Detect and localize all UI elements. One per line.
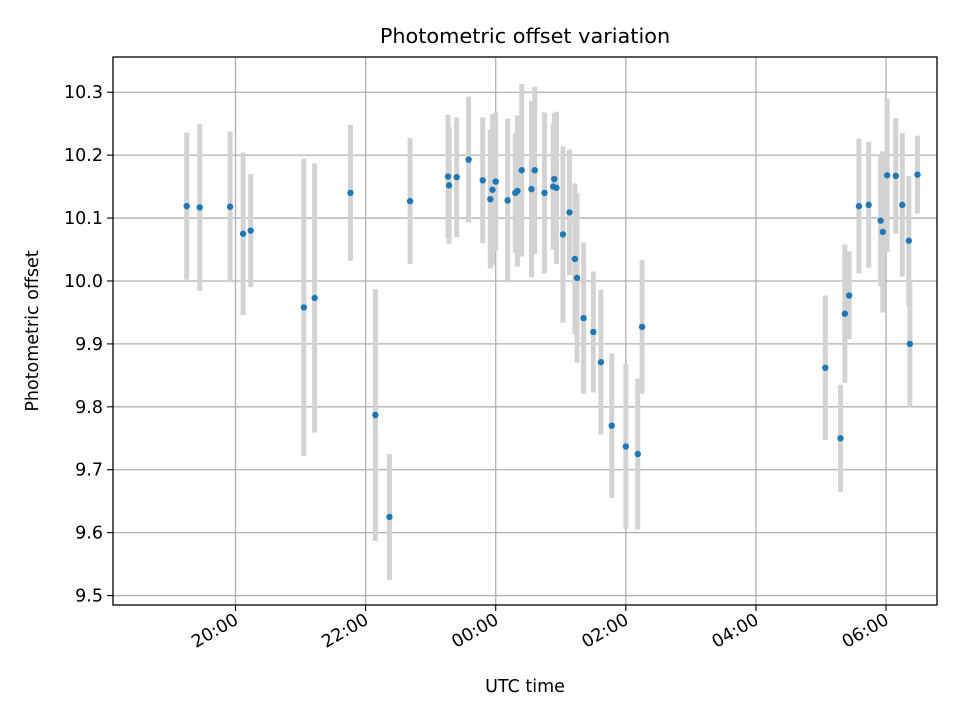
data-point (504, 197, 511, 204)
data-point (608, 422, 615, 429)
data-point (837, 435, 844, 442)
data-point (183, 202, 190, 210)
data-point (479, 177, 486, 184)
data-point (551, 175, 558, 183)
data-point (518, 167, 525, 174)
data-point (489, 186, 496, 193)
data-point (239, 230, 247, 237)
data-point (638, 323, 646, 331)
y-axis-label: Photometric offset (23, 250, 43, 411)
data-point (247, 227, 254, 234)
y-tick-label: 10.1 (64, 209, 103, 229)
data-point (487, 195, 494, 203)
plot-area (113, 57, 937, 605)
data-points (183, 156, 921, 521)
data-point (845, 292, 853, 299)
data-point (300, 304, 308, 311)
data-point (531, 167, 538, 174)
y-tick-label: 9.8 (75, 398, 103, 418)
data-point (492, 178, 499, 185)
data-point (445, 182, 453, 189)
data-point (226, 203, 234, 210)
data-point (573, 274, 581, 282)
data-point (855, 202, 863, 210)
data-point (571, 255, 579, 263)
data-point (196, 204, 203, 211)
data-point (899, 201, 906, 209)
data-point (465, 156, 472, 163)
data-point (406, 197, 414, 205)
data-point (528, 185, 535, 193)
data-point (444, 173, 452, 180)
data-point (580, 314, 587, 322)
y-tick-label: 9.7 (75, 461, 103, 481)
chart-title: Photometric offset variation (380, 24, 670, 48)
data-point (386, 513, 393, 521)
data-point (883, 172, 891, 179)
data-point (559, 231, 567, 238)
data-point (841, 310, 849, 317)
data-point (347, 189, 354, 197)
data-point (453, 173, 460, 181)
data-point (590, 328, 597, 336)
data-point (566, 209, 573, 216)
data-point (914, 171, 921, 178)
data-point (879, 228, 886, 236)
y-tick-label: 10.0 (64, 272, 103, 292)
data-point (597, 358, 605, 366)
data-point (372, 411, 379, 419)
data-point (822, 364, 829, 372)
data-point (514, 187, 521, 195)
data-point (865, 201, 872, 209)
y-tick-label: 9.6 (75, 524, 103, 544)
data-point (905, 237, 913, 244)
plot-frame (112, 56, 938, 606)
data-point (311, 294, 318, 302)
data-point (541, 189, 548, 197)
y-tick-label: 9.5 (75, 587, 103, 607)
data-point (906, 340, 914, 348)
data-point (877, 217, 884, 224)
data-point (892, 172, 899, 180)
data-point (634, 450, 641, 458)
y-tick-label: 9.9 (75, 335, 103, 355)
data-point (553, 184, 560, 192)
data-point (622, 443, 630, 450)
x-axis-label: UTC time (485, 677, 565, 697)
y-tick-label: 10.3 (64, 83, 103, 103)
y-tick-label: 10.2 (64, 146, 103, 166)
